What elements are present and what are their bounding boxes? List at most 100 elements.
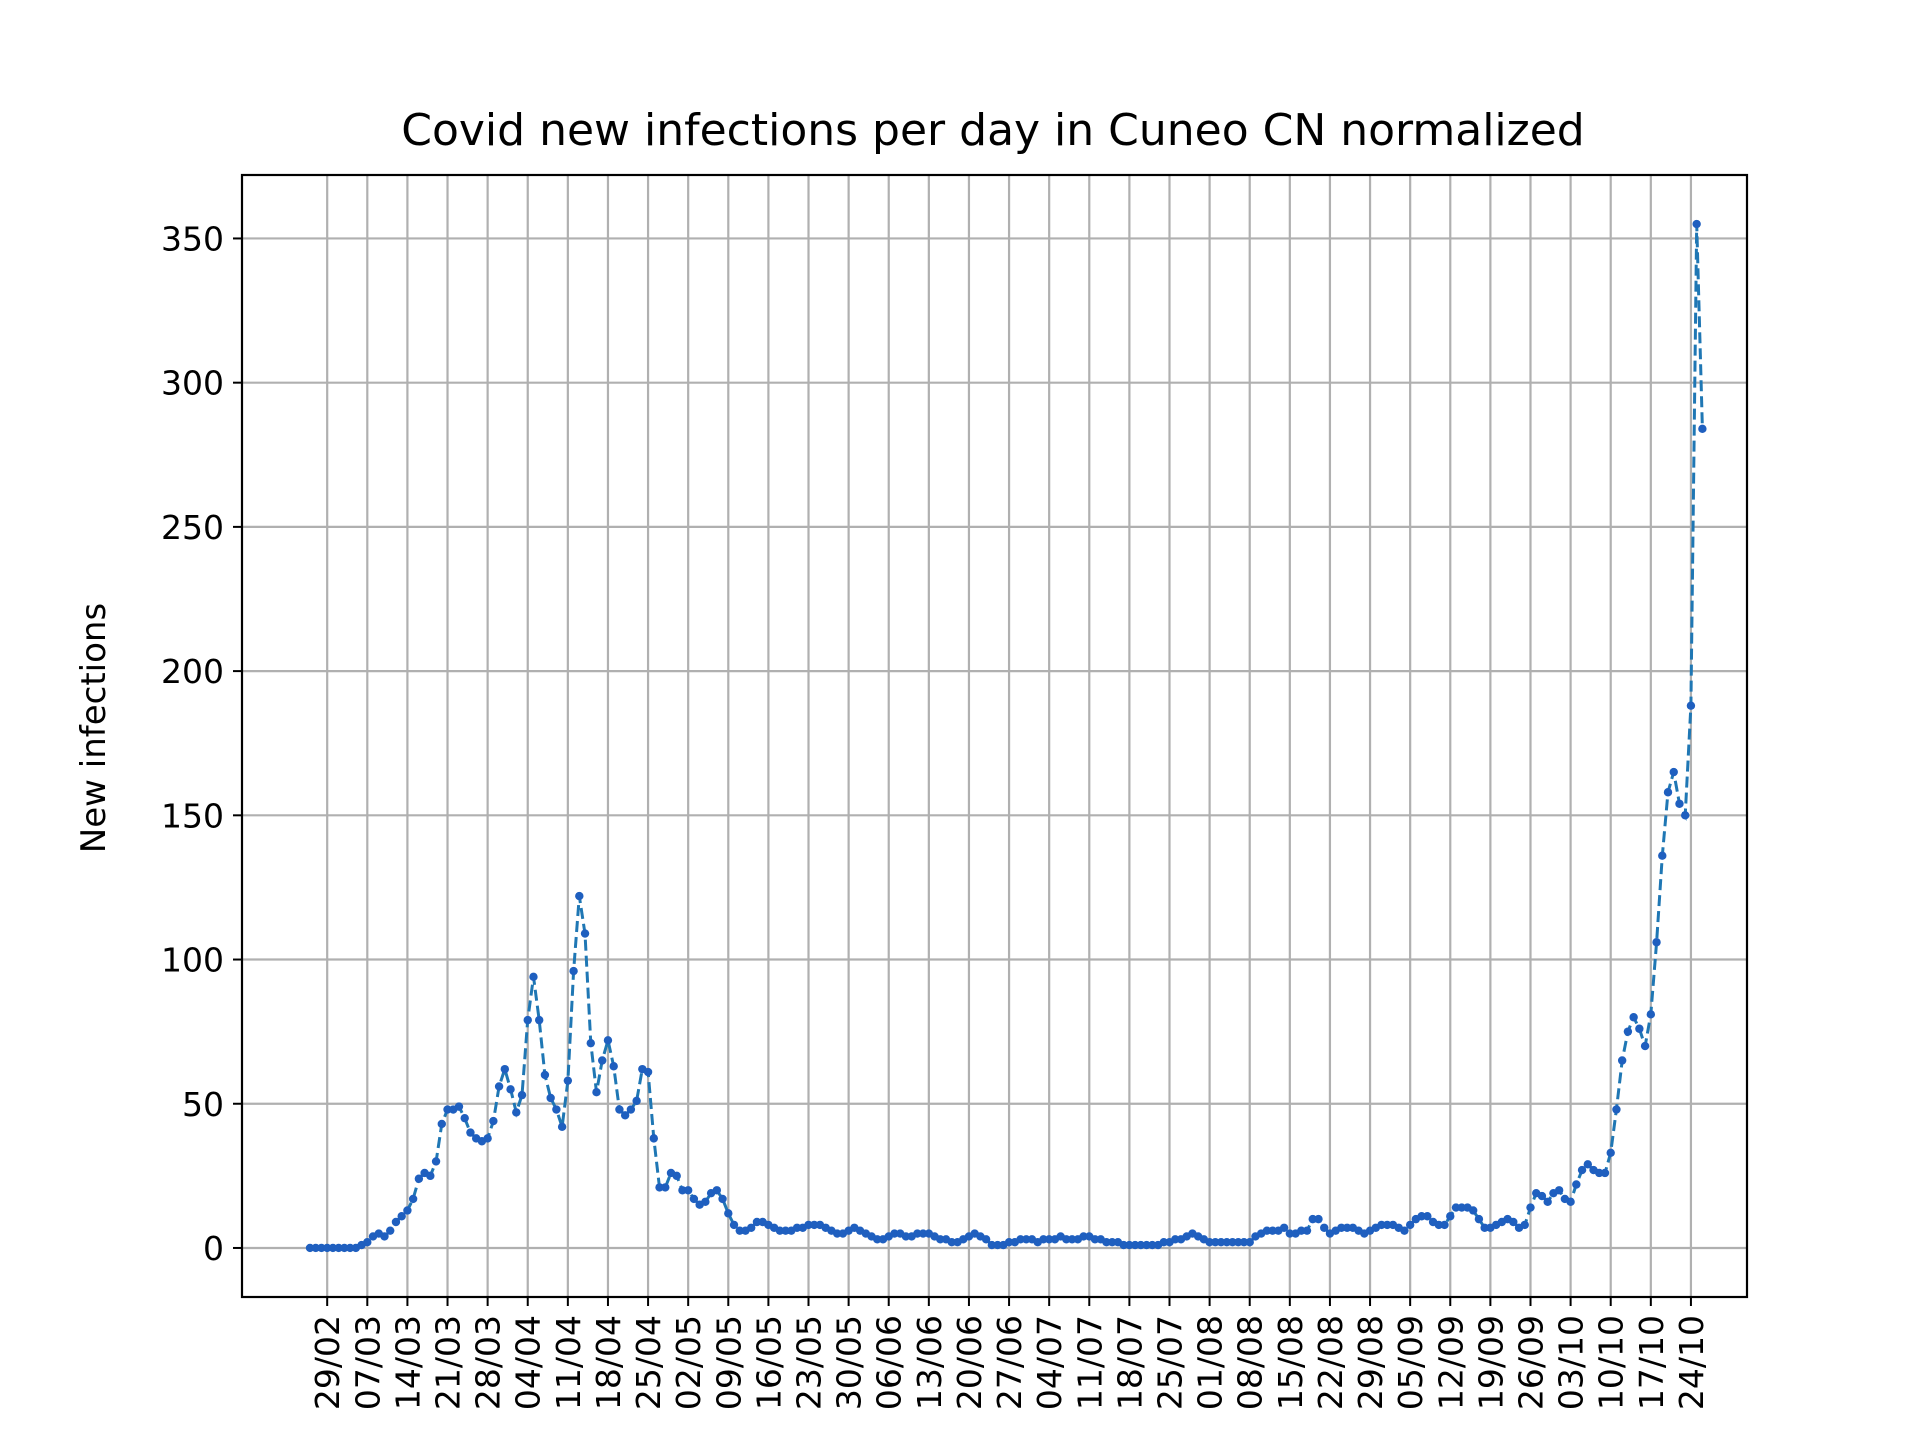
data-point <box>643 1067 653 1077</box>
data-point <box>1440 1220 1449 1230</box>
data-point <box>1245 1237 1254 1247</box>
data-point <box>672 1171 681 1181</box>
data-point <box>1554 1186 1564 1195</box>
data-point <box>1572 1180 1581 1189</box>
data-point <box>494 1082 504 1091</box>
y-tick-label: 150 <box>161 796 224 835</box>
x-tick-label: 29/08 <box>1351 1315 1390 1410</box>
x-tick-label: 11/04 <box>549 1315 588 1410</box>
data-point <box>391 1217 401 1227</box>
data-point <box>1617 1056 1627 1065</box>
plot-frame <box>240 173 1749 1299</box>
data-point <box>529 972 538 982</box>
data-point <box>397 1212 406 1221</box>
y-axis-label: New infections <box>74 603 114 853</box>
data-point <box>701 1197 710 1207</box>
x-tick-label: 15/08 <box>1271 1315 1310 1410</box>
data-point <box>1663 788 1673 797</box>
x-tick-label: 17/10 <box>1632 1315 1671 1410</box>
data-point <box>1698 424 1707 434</box>
data-point <box>1577 1165 1587 1175</box>
data-point <box>1400 1226 1409 1235</box>
data-point <box>1423 1212 1432 1221</box>
data-point <box>460 1113 469 1123</box>
x-tick-label: 22/08 <box>1311 1315 1350 1410</box>
data-point <box>483 1134 492 1143</box>
data-point <box>535 1015 544 1025</box>
data-point <box>626 1105 636 1114</box>
y-tick-label: 350 <box>161 219 224 258</box>
data-point <box>1658 851 1667 860</box>
data-point <box>500 1064 510 1074</box>
x-tick-label: 12/09 <box>1431 1315 1470 1410</box>
data-point <box>580 929 590 938</box>
data-point <box>649 1134 658 1143</box>
data-point <box>683 1186 693 1195</box>
x-tick-label: 14/03 <box>388 1315 427 1410</box>
x-tick-label: 19/09 <box>1471 1315 1510 1410</box>
data-point <box>1652 938 1661 947</box>
x-tick-label: 13/06 <box>910 1315 949 1410</box>
x-tick-label: 27/06 <box>990 1315 1029 1410</box>
data-point <box>1537 1191 1547 1201</box>
y-tick-label: 0 <box>203 1229 224 1268</box>
x-tick-label: 05/09 <box>1391 1315 1430 1410</box>
data-point <box>712 1186 722 1195</box>
data-point <box>1566 1197 1575 1207</box>
data-point <box>1606 1148 1615 1157</box>
data-point <box>609 1062 618 1071</box>
data-point <box>1646 1010 1656 1019</box>
data-point <box>1302 1226 1312 1235</box>
data-point <box>426 1171 435 1181</box>
data-point <box>1623 1027 1633 1036</box>
data-point <box>557 1122 567 1132</box>
data-point <box>1468 1206 1478 1215</box>
data-point <box>1446 1212 1455 1221</box>
marker-layer <box>305 219 1707 1253</box>
data-point <box>615 1105 624 1114</box>
data-point <box>552 1105 561 1114</box>
data-point <box>1543 1197 1552 1207</box>
data-point <box>512 1108 521 1117</box>
data-point <box>1526 1203 1535 1212</box>
x-tick-label: 07/03 <box>348 1315 387 1410</box>
x-tick-label: 24/10 <box>1672 1315 1711 1410</box>
data-point <box>620 1111 630 1120</box>
x-tick-label: 23/05 <box>790 1315 829 1410</box>
x-tick-label: 11/07 <box>1070 1315 1109 1410</box>
data-point <box>1320 1223 1329 1232</box>
data-point <box>718 1194 727 1204</box>
data-point <box>569 966 578 976</box>
data-point <box>523 1015 532 1025</box>
x-tick-label: 04/07 <box>1030 1315 1069 1410</box>
data-point <box>981 1235 991 1244</box>
x-tick-label: 30/05 <box>830 1315 869 1410</box>
x-tick-label: 01/08 <box>1191 1315 1230 1410</box>
data-point <box>603 1036 613 1045</box>
data-point <box>1681 811 1690 820</box>
data-point <box>598 1056 607 1065</box>
data-point <box>1314 1214 1323 1224</box>
x-tick-label: 21/03 <box>429 1315 468 1410</box>
data-point <box>454 1102 464 1111</box>
data-point <box>1692 219 1701 229</box>
data-point <box>437 1119 446 1129</box>
data-point <box>380 1232 389 1241</box>
data-point <box>563 1076 573 1085</box>
x-tick-label: 20/06 <box>950 1315 989 1410</box>
x-tick-label: 25/04 <box>629 1315 668 1410</box>
data-point <box>729 1220 739 1230</box>
x-tick-label: 04/04 <box>509 1315 548 1410</box>
x-tick-label: 09/05 <box>709 1315 748 1410</box>
data-point <box>1474 1214 1484 1224</box>
x-tick-label: 29/02 <box>308 1315 347 1410</box>
data-point <box>1600 1168 1610 1178</box>
x-tick-label: 18/07 <box>1110 1315 1149 1410</box>
data-point <box>466 1128 475 1137</box>
x-tick-label: 02/05 <box>669 1315 708 1410</box>
x-tick-label: 25/07 <box>1151 1315 1190 1410</box>
x-tick-label: 10/10 <box>1592 1315 1631 1410</box>
data-point <box>1612 1105 1621 1114</box>
